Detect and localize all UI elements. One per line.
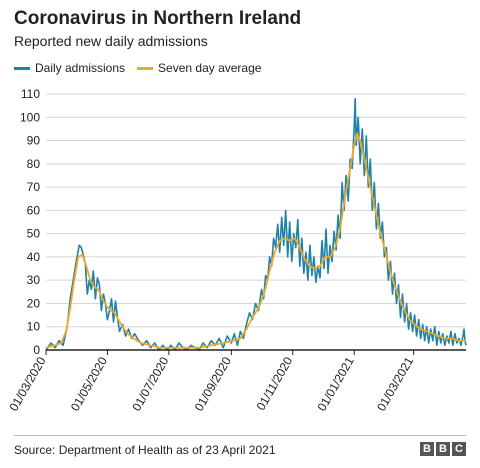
x-tick-label: 01/03/2021 — [374, 354, 416, 413]
y-tick-label: 110 — [21, 87, 40, 101]
bbc-logo-letter: B — [420, 442, 434, 456]
y-tick-label: 50 — [27, 227, 41, 241]
y-tick-label: 10 — [27, 320, 41, 334]
series-lines — [45, 97, 467, 351]
footer-divider — [14, 435, 466, 436]
x-axis-ticks: 01/03/2020 01/05/2020 01/07/2020 01/09/2020… — [6, 350, 416, 414]
x-tick-label: 01/03/2020 — [6, 354, 48, 413]
bbc-logo-letter: C — [452, 442, 466, 456]
bbc-logo-letter: B — [436, 442, 450, 456]
x-tick-label: 01/01/2021 — [315, 354, 357, 413]
gridlines — [46, 93, 466, 328]
y-tick-label: 40 — [27, 250, 41, 264]
x-tick-label: 01/05/2020 — [68, 354, 110, 413]
series-line-seven-day-average — [45, 132, 466, 349]
legend-item-daily: Daily admissions — [14, 61, 125, 75]
legend-label-daily: Daily admissions — [35, 61, 126, 75]
y-tick-label: 100 — [20, 110, 40, 124]
chart-subtitle: Reported new daily admissions — [14, 33, 208, 49]
y-axis-ticks: 0 10 20 30 40 50 60 70 80 90 100 110 — [20, 87, 40, 357]
chart-title: Coronavirus in Northern Ireland — [14, 8, 302, 29]
source-note: Source: Department of Health as of 23 Ap… — [14, 443, 276, 457]
x-tick-label: 01/07/2020 — [129, 354, 171, 413]
y-tick-label: 60 — [27, 203, 41, 217]
y-tick-label: 20 — [27, 296, 41, 310]
x-tick-label: 01/11/2020 — [254, 354, 296, 413]
legend-item-average: Seven day average — [137, 61, 261, 75]
bbc-logo: B B C — [420, 442, 466, 456]
x-tick-label: 01/09/2020 — [192, 354, 234, 413]
legend: Daily admissions Seven day average — [14, 61, 273, 75]
series-line-daily-admissions — [45, 97, 467, 351]
y-tick-label: 70 — [27, 180, 41, 194]
y-tick-label: 90 — [27, 134, 41, 148]
y-tick-label: 0 — [33, 343, 40, 357]
legend-label-average: Seven day average — [158, 61, 262, 75]
legend-swatch-daily — [14, 66, 30, 70]
y-tick-label: 80 — [27, 157, 41, 171]
y-tick-label: 30 — [27, 273, 41, 287]
legend-swatch-average — [137, 66, 154, 70]
